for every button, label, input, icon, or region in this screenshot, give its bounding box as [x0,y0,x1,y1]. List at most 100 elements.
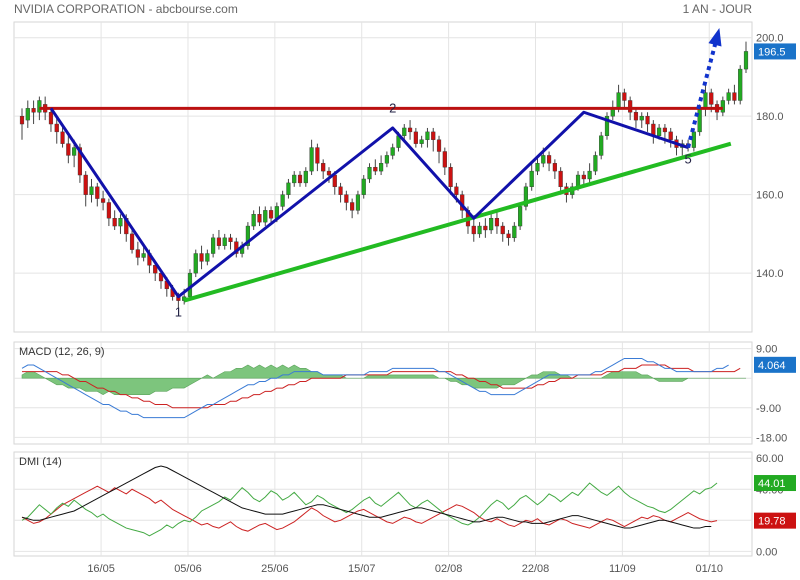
candle-body [77,147,83,176]
candle-body [60,131,65,144]
macd-ytick-label: -18.00 [756,432,787,444]
candle-body [471,225,476,235]
candle-body [89,186,94,195]
candle-body [350,202,355,211]
zigzag-wave-label: 2 [389,100,396,115]
x-axis-date-label: 25/06 [261,563,289,575]
macd-signal-line [22,364,741,409]
candle-body [535,163,540,172]
candle-body [477,225,482,235]
candle-body [512,225,517,239]
candle-body [101,198,106,203]
candle-body [657,127,662,136]
candle-body [558,170,563,188]
dmi-plus-badge [754,475,796,492]
support-line [183,141,732,303]
candle-body [129,233,135,250]
candle-body [518,206,523,227]
candle-body [448,166,453,188]
candle-body [19,115,25,125]
candle-body [662,127,667,133]
candle-body [332,174,337,188]
candle-body [355,194,361,211]
candle-body [442,151,447,168]
candle-body [529,170,534,188]
candle-body [703,92,708,109]
candle-body [303,170,308,184]
candle-body [361,178,366,195]
candle-body [344,194,349,203]
x-axis-date-label: 11/09 [609,563,636,575]
candle-body [37,100,42,113]
candle-body [523,186,528,207]
candle-body [48,112,54,125]
candle-body [709,92,714,105]
candle-body [54,123,59,133]
candle-body [483,225,488,231]
candle-body [135,249,140,258]
candle-body [373,166,378,172]
candle-body [257,214,262,223]
candle-body [31,108,36,113]
candle-body [83,174,88,195]
candle-body [379,163,384,172]
price-pane-frame [13,21,753,333]
candle-body [616,92,621,109]
candle-body [668,131,673,140]
zigzag-wave-label: 1 [175,304,182,319]
candle-body [419,139,424,144]
candle-body [72,147,77,156]
candle-body [413,131,418,144]
candle-body [639,115,644,121]
candle-body [106,202,111,219]
price-ytick-label: 180.0 [756,111,784,123]
candle-body [494,218,500,227]
last-price-badge [754,43,796,60]
dmi-ytick-label: 0.00 [756,546,777,558]
price-ytick-label: 200.0 [756,33,784,45]
candle-body [743,51,749,70]
x-axis-date-label: 15/07 [348,563,376,575]
dmi-plus-last-value: 44.01 [758,478,786,490]
candle-body [25,108,30,121]
candle-body [425,131,430,140]
candle-body [697,108,702,133]
candle-body [193,253,198,274]
last-price-value: 196.5 [758,46,786,58]
candle-body [112,218,117,227]
candle-body [211,237,216,254]
candle-body [367,166,372,180]
macd-value-badge [754,356,796,373]
candle-body [407,127,413,133]
candle-body [338,186,343,195]
candle-body [95,186,100,199]
candle-body [633,112,639,121]
dmi-adx-line [21,465,712,529]
candle-body [268,210,274,219]
candle-body [726,92,731,101]
candle-body [552,163,557,172]
candle-body [691,131,696,148]
dmi-pane-frame [13,451,753,557]
forecast-arrow-line [686,37,719,149]
x-axis-date-label: 02/08 [435,563,463,575]
candle-body [720,100,725,113]
candle-body [326,170,332,176]
candle-body [118,218,123,227]
candle-body [141,253,146,258]
x-axis-date-label: 05/06 [174,563,202,575]
candle-body [216,237,222,246]
candle-body [280,194,285,207]
candle-body [402,127,407,136]
macd-line [21,357,729,419]
candle-body [593,155,598,172]
candle-body [309,147,314,172]
x-axis-date-label: 01/10 [695,563,723,575]
price-ytick-label: 140.0 [756,268,784,280]
candle-body [738,68,743,101]
price-ytick-label: 160.0 [756,190,784,202]
candle-body [604,115,610,136]
candle-body [222,237,227,246]
dmi-plus-di-line [21,482,718,537]
candle-body [546,155,552,164]
